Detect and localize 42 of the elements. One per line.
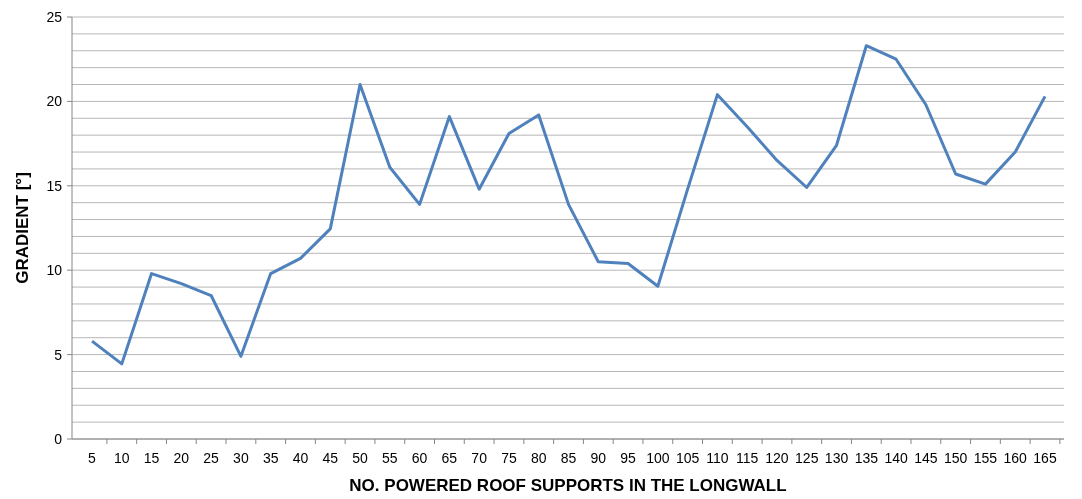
x-tick-label: 65 [441,450,458,466]
x-tick-label: 90 [590,450,607,466]
x-tick-label: 10 [113,450,130,466]
x-tick-label: 145 [914,450,938,466]
y-tick-label: 5 [54,346,63,363]
x-tick-label: 70 [471,450,488,466]
y-tick-label: 10 [46,262,63,279]
x-tick-label: 160 [1003,450,1028,466]
x-tick-label: 100 [646,450,670,466]
x-tick-label: 125 [795,450,819,466]
x-tick-label: 130 [824,450,849,466]
x-tick-label: 155 [973,450,998,466]
x-tick-label: 75 [501,450,517,466]
x-tick-label: 45 [322,450,339,466]
y-tick-label: 0 [54,430,63,447]
x-tick-label: 120 [765,450,789,466]
y-tick-label: 25 [46,8,63,25]
y-tick-label: 15 [46,177,63,194]
x-tick-label: 40 [292,450,309,466]
x-tick-label: 20 [173,450,190,466]
y-tick-label: 20 [46,93,63,110]
x-tick-label: 135 [854,450,879,466]
x-tick-label: 35 [262,450,279,466]
x-tick-label: 165 [1033,450,1057,466]
x-axis-title: NO. POWERED ROOF SUPPORTS IN THE LONGWALL [349,476,787,495]
x-tick-label: 150 [943,450,968,466]
x-tick-label: 5 [88,450,97,466]
x-tick-label: 140 [884,450,908,466]
x-tick-label: 80 [530,450,547,466]
y-axis-title: GRADIENT [°] [13,172,32,284]
x-tick-label: 30 [233,450,249,466]
x-tick-label: 95 [620,450,637,466]
x-tick-label: 50 [352,450,369,466]
x-tick-label: 85 [560,450,577,466]
x-tick-label: 110 [706,450,729,466]
x-tick-label: 60 [411,450,428,466]
x-tick-label: 115 [736,450,759,466]
line-series [90,44,1047,366]
x-tick-label: 25 [203,450,220,466]
x-tick-label: 105 [675,450,700,466]
x-tick-label: 55 [382,450,398,466]
x-tick-label: 15 [143,450,160,466]
